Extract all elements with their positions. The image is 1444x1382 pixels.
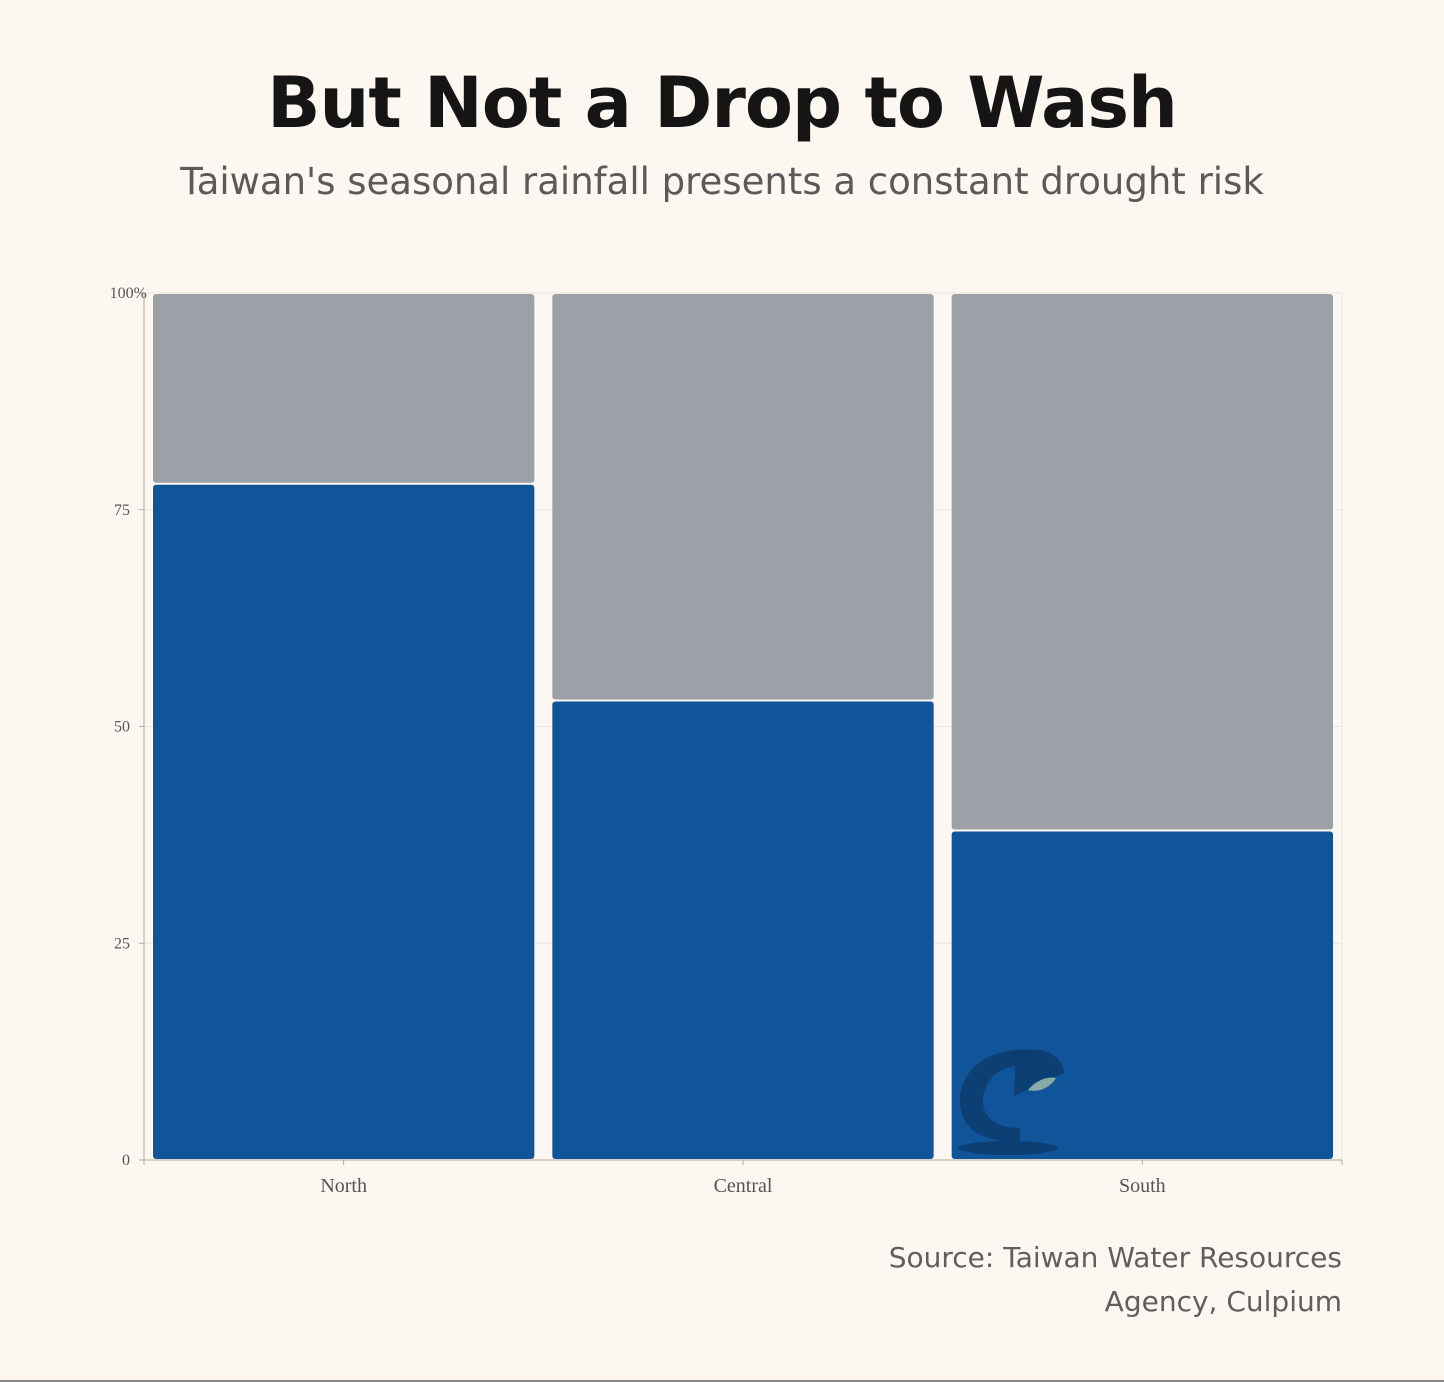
chart-subtitle: Taiwan's seasonal rainfall presents a co…	[180, 160, 1264, 203]
bar-south-dry-season	[951, 294, 1333, 830]
bar-north-wet-season	[153, 484, 535, 1159]
source-line-2: Agency, Culpium	[1104, 1285, 1342, 1318]
x-tick-label-north: North	[320, 1175, 367, 1197]
source-note: Source: Taiwan Water Resources Agency, C…	[742, 1236, 1342, 1324]
chart-title: But Not a Drop to Wash	[267, 62, 1178, 144]
y-tick-label: 25	[114, 935, 130, 952]
bars	[153, 294, 1333, 1159]
x-tick-label-central: Central	[714, 1175, 773, 1197]
y-tick-label: 0	[122, 1152, 130, 1169]
y-tick-label: 75	[114, 502, 130, 519]
axes: 0 25 50 75 100% North Central South	[110, 285, 1343, 1197]
y-tick-label: 50	[114, 719, 130, 736]
bar-north-dry-season	[153, 294, 535, 483]
bottom-divider	[0, 1380, 1444, 1382]
bar-central-dry-season	[552, 294, 934, 700]
bar-south-wet-season	[951, 831, 1333, 1159]
bar-central-wet-season	[552, 701, 934, 1159]
y-tick-label: 100%	[110, 285, 147, 302]
x-tick-label-south: South	[1119, 1175, 1166, 1197]
source-line-1: Source: Taiwan Water Resources	[888, 1241, 1342, 1274]
culpium-logo-icon	[958, 1049, 1064, 1155]
